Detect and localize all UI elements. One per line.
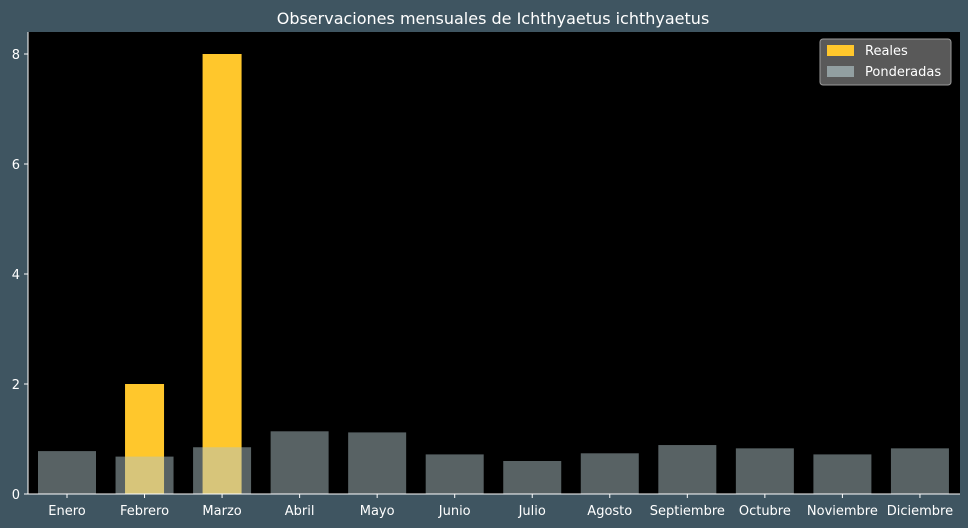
bar-ponderadas-agosto (580, 453, 639, 494)
bar-ponderadas-marzo (193, 447, 252, 494)
bar-ponderadas-junio (425, 454, 484, 494)
x-tick-label-septiembre: Septiembre (650, 504, 725, 519)
x-tick-label-marzo: Marzo (202, 504, 241, 519)
legend-swatch-ponderadas (827, 66, 854, 77)
bar-ponderadas-septiembre (658, 445, 717, 494)
legend-label-ponderadas: Ponderadas (865, 65, 941, 80)
chart-title: Observaciones mensuales de Ichthyaetus i… (277, 9, 710, 28)
x-tick-label-noviembre: Noviembre (807, 504, 878, 519)
x-tick-label-agosto: Agosto (587, 504, 632, 519)
bar-reales-marzo (202, 54, 242, 494)
x-tick-label-octubre: Octubre (739, 504, 791, 519)
x-tick-label-abril: Abril (285, 504, 315, 519)
bar-ponderadas-abril (270, 431, 329, 494)
x-tick-label-febrero: Febrero (120, 504, 169, 519)
bar-ponderadas-octubre (735, 448, 794, 494)
x-tick-label-julio: Julio (518, 504, 546, 519)
legend: Reales Ponderadas (819, 38, 952, 86)
y-tick-label: 8 (12, 48, 20, 63)
axes-layer: 0 2 4 6 8 Enero Febrero Marzo Abril Mayo Junio Juli… (12, 32, 960, 519)
y-tick-label: 6 (12, 158, 20, 173)
x-tick-label-mayo: Mayo (360, 504, 395, 519)
bar-ponderadas-diciembre (890, 448, 949, 494)
bar-ponderadas-mayo (348, 432, 407, 494)
legend-swatch-reales (827, 45, 854, 56)
y-tick-label: 2 (12, 378, 20, 393)
y-tick-label: 4 (12, 268, 20, 283)
bar-ponderadas-noviembre (813, 454, 872, 494)
bar-ponderadas-julio (503, 461, 562, 494)
bar-ponderadas-febrero (115, 456, 174, 494)
plot-area (28, 32, 960, 494)
bars-layer (38, 54, 949, 494)
x-tick-label-junio: Junio (438, 504, 471, 519)
bar-ponderadas-enero (38, 451, 96, 494)
x-tick-label-enero: Enero (48, 504, 86, 519)
y-tick-label: 0 (12, 488, 20, 503)
legend-label-reales: Reales (865, 44, 908, 59)
x-tick-label-diciembre: Diciembre (887, 504, 953, 519)
